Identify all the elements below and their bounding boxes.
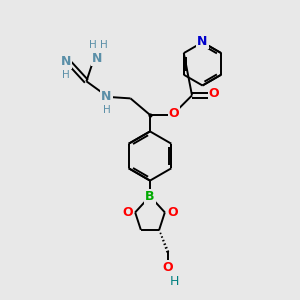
Text: H: H bbox=[62, 70, 70, 80]
Text: H: H bbox=[89, 40, 97, 50]
Text: B: B bbox=[145, 190, 155, 203]
Text: O: O bbox=[162, 261, 173, 274]
Text: H: H bbox=[100, 40, 107, 50]
Text: O: O bbox=[208, 87, 219, 101]
Text: O: O bbox=[122, 206, 133, 219]
Text: O: O bbox=[167, 206, 178, 219]
Text: N: N bbox=[92, 52, 103, 65]
Text: H: H bbox=[169, 275, 179, 288]
Text: H: H bbox=[103, 105, 110, 115]
Text: O: O bbox=[169, 107, 179, 120]
Text: N: N bbox=[61, 55, 71, 68]
Text: N: N bbox=[101, 90, 112, 103]
Text: N: N bbox=[197, 35, 208, 48]
